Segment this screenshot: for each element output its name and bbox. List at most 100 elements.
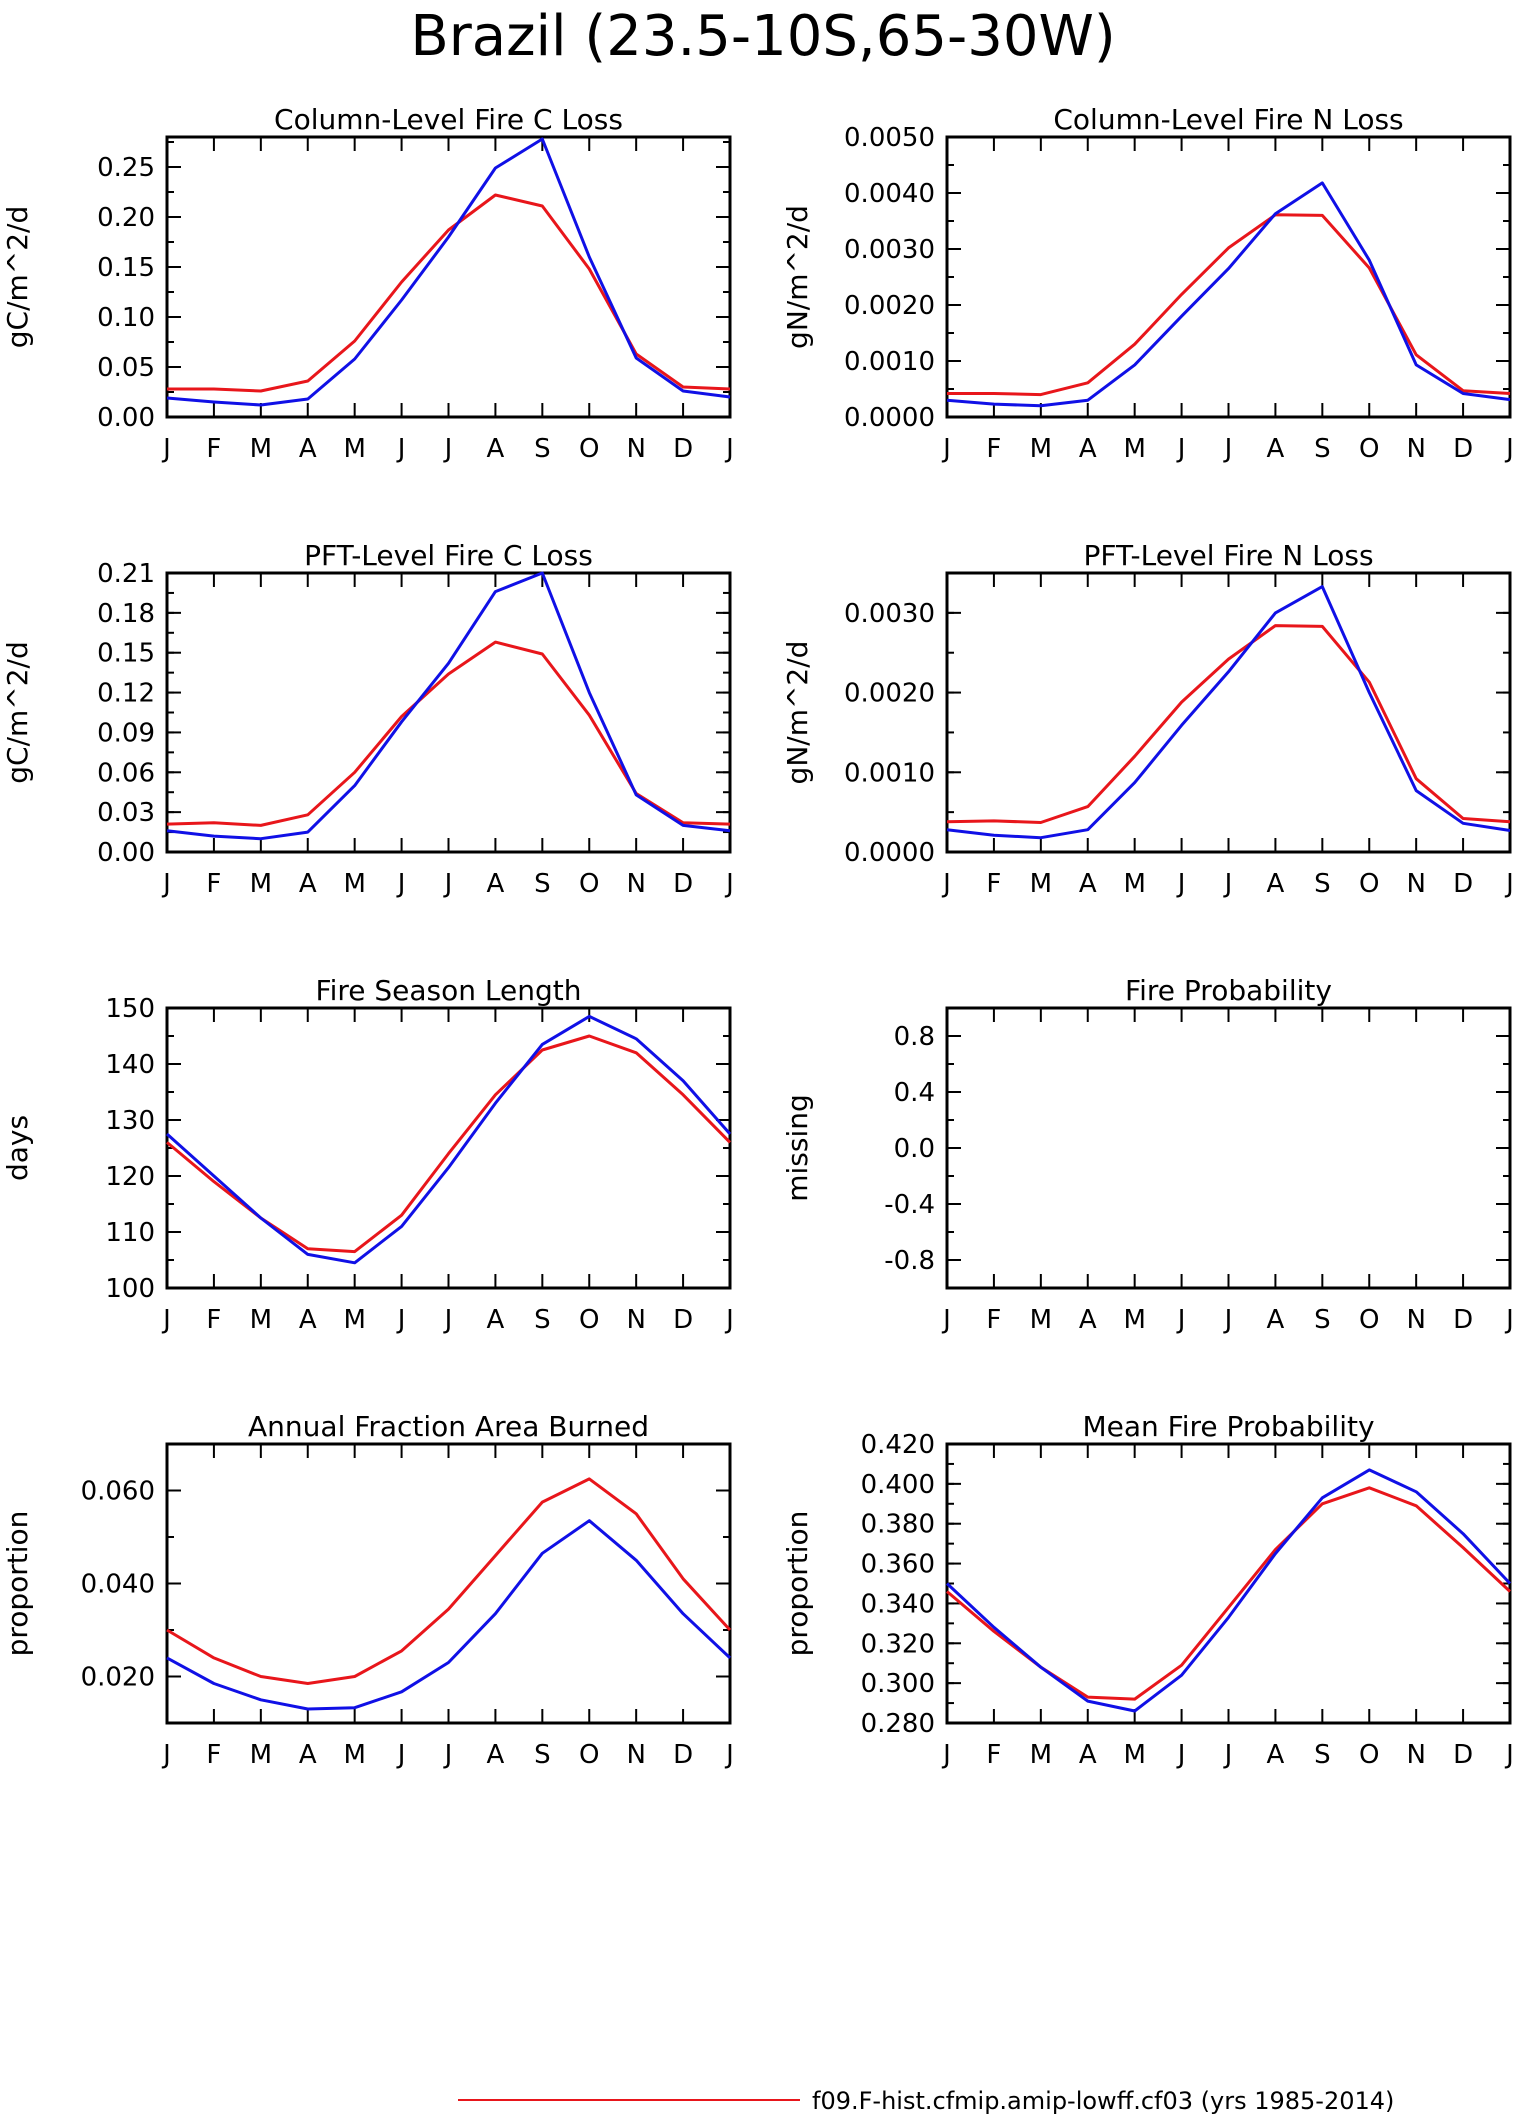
x-tick-label: M [1123, 434, 1145, 464]
y-axis-label: gN/m^2/d [781, 641, 814, 785]
x-tick-label: M [343, 434, 365, 464]
x-tick-label: J [1223, 869, 1233, 899]
chart-title: Annual Fraction Area Burned [248, 1410, 649, 1443]
x-tick-label: M [1030, 1740, 1052, 1770]
x-tick-label: O [1359, 869, 1379, 899]
x-tick-label: A [1079, 869, 1097, 899]
y-tick-label: 0.0000 [844, 838, 935, 868]
x-tick-label: F [986, 1305, 1001, 1335]
plot-frame [945, 571, 1512, 854]
y-tick-label: 0.0050 [844, 123, 935, 153]
y-tick-label: 0.400 [861, 1470, 935, 1500]
x-tick-label: J [1223, 1740, 1233, 1770]
y-tick-label: 0.15 [97, 639, 155, 669]
x-tick-label: F [986, 1740, 1001, 1770]
x-tick-label: N [1406, 1740, 1425, 1770]
plot-frame [945, 1442, 1512, 1725]
chart-title: Column-Level Fire C Loss [274, 103, 623, 136]
x-tick-label: S [1314, 434, 1331, 464]
y-axis-label: gC/m^2/d [1, 641, 34, 784]
y-tick-label: 0.0 [894, 1134, 935, 1164]
y-tick-label: 0.320 [861, 1629, 935, 1659]
y-tick-label: 140 [105, 1050, 155, 1080]
x-tick-label: S [1314, 869, 1331, 899]
y-tick-label: 120 [105, 1162, 155, 1192]
x-tick-label: D [673, 1305, 693, 1335]
y-tick-label: 0.00 [97, 838, 155, 868]
y-tick-label: 0.280 [861, 1709, 935, 1739]
x-tick-label: N [1406, 434, 1425, 464]
y-tick-label: 0.18 [97, 599, 155, 629]
x-tick-label: O [579, 869, 599, 899]
y-tick-label: 0.4 [894, 1078, 935, 1108]
y-tick-label: 0.0030 [844, 235, 935, 265]
x-tick-label: F [986, 869, 1001, 899]
x-tick-label: M [250, 869, 272, 899]
series-line-blue [166, 571, 731, 841]
x-tick-label: J [443, 1305, 453, 1335]
x-tick-label: N [626, 1305, 645, 1335]
x-tick-label: A [299, 1305, 317, 1335]
y-tick-label: 0.15 [97, 253, 155, 283]
y-tick-label: 0.0020 [844, 291, 935, 321]
x-tick-label: J [724, 1305, 734, 1335]
y-tick-label: 0.0010 [844, 347, 935, 377]
y-axis-label: gN/m^2/d [781, 205, 814, 349]
y-tick-label: 0.020 [81, 1663, 155, 1693]
x-tick-label: M [1030, 1305, 1052, 1335]
x-tick-label: A [487, 434, 505, 464]
x-tick-label: J [396, 1740, 406, 1770]
x-tick-label: N [1406, 869, 1425, 899]
y-tick-label: 0.380 [861, 1510, 935, 1540]
x-tick-label: M [250, 1740, 272, 1770]
x-tick-label: M [343, 869, 365, 899]
x-tick-label: M [343, 1740, 365, 1770]
series-line-blue [166, 1519, 732, 1711]
x-tick-label: M [1123, 869, 1145, 899]
y-tick-label: 0.05 [97, 353, 155, 383]
x-tick-label: M [343, 1305, 365, 1335]
x-tick-label: J [396, 869, 406, 899]
x-tick-label: J [1176, 1740, 1186, 1770]
x-tick-label: A [1079, 434, 1097, 464]
x-tick-label: S [1314, 1740, 1331, 1770]
series-line-blue [946, 585, 1511, 840]
x-tick-label: D [673, 869, 693, 899]
x-tick-label: F [206, 434, 221, 464]
y-tick-label: 0.21 [97, 559, 155, 589]
y-tick-label: 150 [105, 994, 155, 1024]
x-tick-label: O [579, 1305, 599, 1335]
y-tick-label: 0.420 [861, 1430, 935, 1460]
y-tick-label: 0.09 [97, 718, 155, 748]
series-line-red [946, 1486, 1512, 1701]
y-tick-label: 0.12 [97, 679, 155, 709]
y-tick-label: 0.040 [81, 1570, 155, 1600]
plot-frame [165, 1442, 732, 1725]
x-tick-label: S [1314, 1305, 1331, 1335]
x-tick-label: A [487, 1740, 505, 1770]
x-tick-label: J [1223, 1305, 1233, 1335]
x-tick-label: N [626, 869, 645, 899]
x-tick-label: J [941, 1305, 951, 1335]
x-tick-label: F [206, 1305, 221, 1335]
series-line-red [166, 640, 731, 827]
x-tick-label: A [1267, 1740, 1285, 1770]
y-tick-label: 100 [105, 1274, 155, 1304]
x-tick-label: A [299, 1740, 317, 1770]
x-tick-label: J [1176, 869, 1186, 899]
figure-title: Brazil (23.5-10S,65-30W) [410, 4, 1115, 69]
series-line-red [166, 1034, 732, 1254]
x-tick-label: J [161, 434, 171, 464]
y-tick-label: 0.06 [97, 758, 155, 788]
x-tick-label: S [534, 869, 551, 899]
x-tick-label: J [724, 869, 734, 899]
x-tick-label: M [1123, 1305, 1145, 1335]
x-tick-label: D [1453, 869, 1473, 899]
x-tick-label: J [1504, 1305, 1514, 1335]
x-tick-label: D [673, 434, 693, 464]
